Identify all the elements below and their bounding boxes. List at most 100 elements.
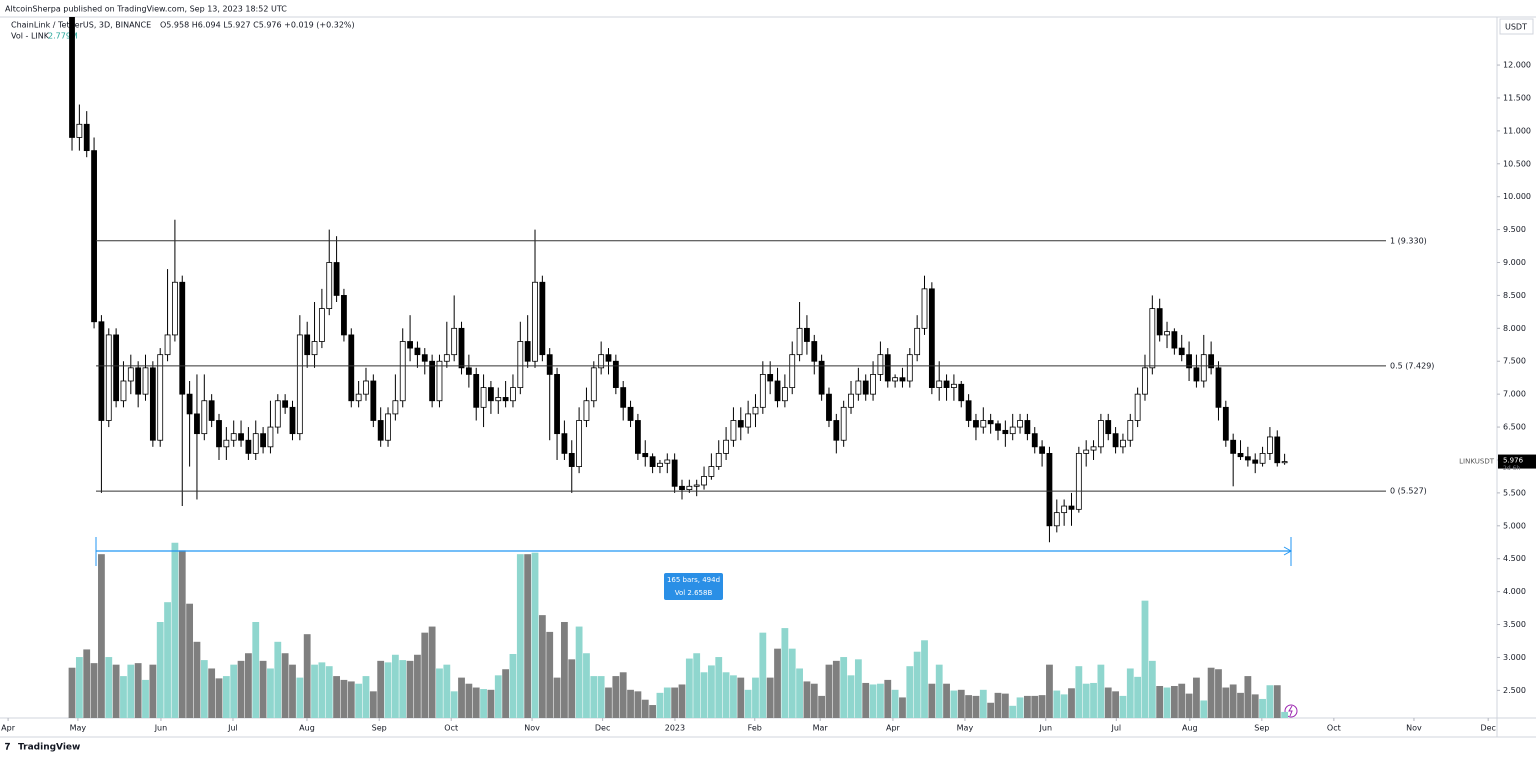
currency-box — [1499, 18, 1534, 35]
candle-body — [245, 439, 252, 454]
volume-bar — [722, 672, 730, 718]
candle-body — [781, 387, 788, 402]
volume-bar — [421, 632, 429, 718]
volume-bar — [1068, 688, 1075, 718]
volume-bar — [289, 664, 296, 718]
candle-body — [921, 288, 928, 329]
candle-body — [238, 433, 244, 441]
y-tick-label: 3.500 — [1503, 620, 1526, 629]
volume-layer — [68, 542, 1289, 718]
volume-bar — [943, 683, 950, 718]
candle-body — [311, 341, 318, 356]
volume-bar — [494, 675, 502, 718]
candle-body — [113, 334, 120, 402]
x-tick-label: Jul — [227, 724, 238, 733]
candle-body — [105, 334, 112, 421]
candle-body — [341, 295, 347, 336]
volume-bar — [877, 683, 884, 718]
volume-bar — [450, 691, 458, 718]
volume-bar — [1119, 695, 1127, 718]
x-tick-label: 2023 — [665, 724, 685, 733]
volume-bar — [414, 654, 421, 718]
candle-body — [1134, 393, 1141, 421]
y-tick-label: 6.500 — [1503, 423, 1526, 432]
volume-bar — [399, 660, 407, 718]
volume-title: Vol - LINK — [11, 32, 50, 41]
volume-bar — [965, 695, 973, 718]
candle-body — [1002, 429, 1009, 435]
volume-bar — [516, 554, 524, 718]
currency: USDT — [1505, 23, 1527, 32]
candle-body — [465, 367, 472, 375]
volume-bar — [502, 669, 510, 718]
candle-body — [76, 123, 83, 138]
volume-bar — [612, 676, 620, 718]
candle-body — [1149, 308, 1156, 369]
candle-body — [804, 327, 810, 342]
volume-bar — [634, 691, 642, 718]
candle-body — [355, 393, 362, 402]
candle-body — [1186, 354, 1192, 369]
candle-body — [1193, 367, 1200, 382]
volume-bar — [1229, 684, 1237, 718]
volume-bar — [1193, 677, 1200, 718]
candle-body — [539, 281, 546, 356]
x-tick-label: Mar — [813, 724, 829, 733]
candle-body — [407, 341, 413, 349]
candle-body — [840, 406, 847, 441]
candle-body — [1083, 449, 1090, 454]
volume-bar — [1170, 685, 1178, 718]
volume-bar — [480, 689, 487, 718]
volume-bar — [928, 683, 936, 718]
volume-bar — [862, 682, 870, 718]
volume-bar — [656, 692, 664, 718]
volume-bar — [355, 683, 363, 718]
volume-bar — [75, 657, 83, 718]
volume-bar — [267, 668, 274, 718]
candle-body — [1252, 459, 1259, 464]
volume-bar — [1207, 667, 1215, 718]
candle-body — [488, 387, 494, 402]
candle-body — [796, 327, 803, 356]
volume-bar — [222, 676, 230, 718]
y-tick-label: 10.500 — [1503, 159, 1531, 168]
volume-bar — [1251, 694, 1259, 718]
candle-body — [899, 377, 906, 382]
volume-bar — [458, 677, 465, 718]
candle-body — [987, 420, 994, 425]
last-price: 5.976 — [1503, 457, 1524, 465]
candle-body — [1009, 426, 1016, 435]
candle-body — [1222, 406, 1229, 441]
x-tick-label: Nov — [1406, 724, 1422, 733]
candle-body — [473, 374, 480, 408]
volume-bar — [1046, 664, 1053, 718]
volume-bar — [1097, 664, 1105, 718]
candle-body — [83, 123, 90, 152]
candle-body — [1259, 452, 1266, 464]
candle-body — [951, 383, 957, 388]
volume-bar — [1273, 685, 1281, 718]
volume-bar — [700, 672, 708, 718]
candle-body — [723, 439, 729, 454]
candle-body — [172, 281, 178, 336]
candle-body — [414, 347, 421, 356]
volume-bar — [987, 702, 995, 718]
candle-body — [708, 466, 715, 477]
candle-body — [333, 262, 340, 296]
candle-body — [135, 367, 142, 395]
volume-bar — [200, 660, 208, 718]
overlay-layer: 2.5003.0003.5004.0004.5005.0005.5006.000… — [1, 61, 1536, 733]
candle-body — [1068, 505, 1075, 510]
volume-bar — [1023, 695, 1031, 718]
volume-bar — [1060, 694, 1068, 718]
price-layer — [69, 17, 1288, 543]
volume-bar — [1053, 690, 1061, 718]
volume-bar — [171, 542, 179, 718]
volume-bar — [472, 687, 480, 718]
volume-bar — [774, 648, 781, 718]
measure-volume: Vol 2.658B — [675, 589, 713, 597]
volume-bar — [347, 681, 355, 718]
y-tick-label: 7.000 — [1503, 390, 1526, 399]
volume-bar — [663, 687, 671, 718]
candle-body — [451, 327, 458, 356]
